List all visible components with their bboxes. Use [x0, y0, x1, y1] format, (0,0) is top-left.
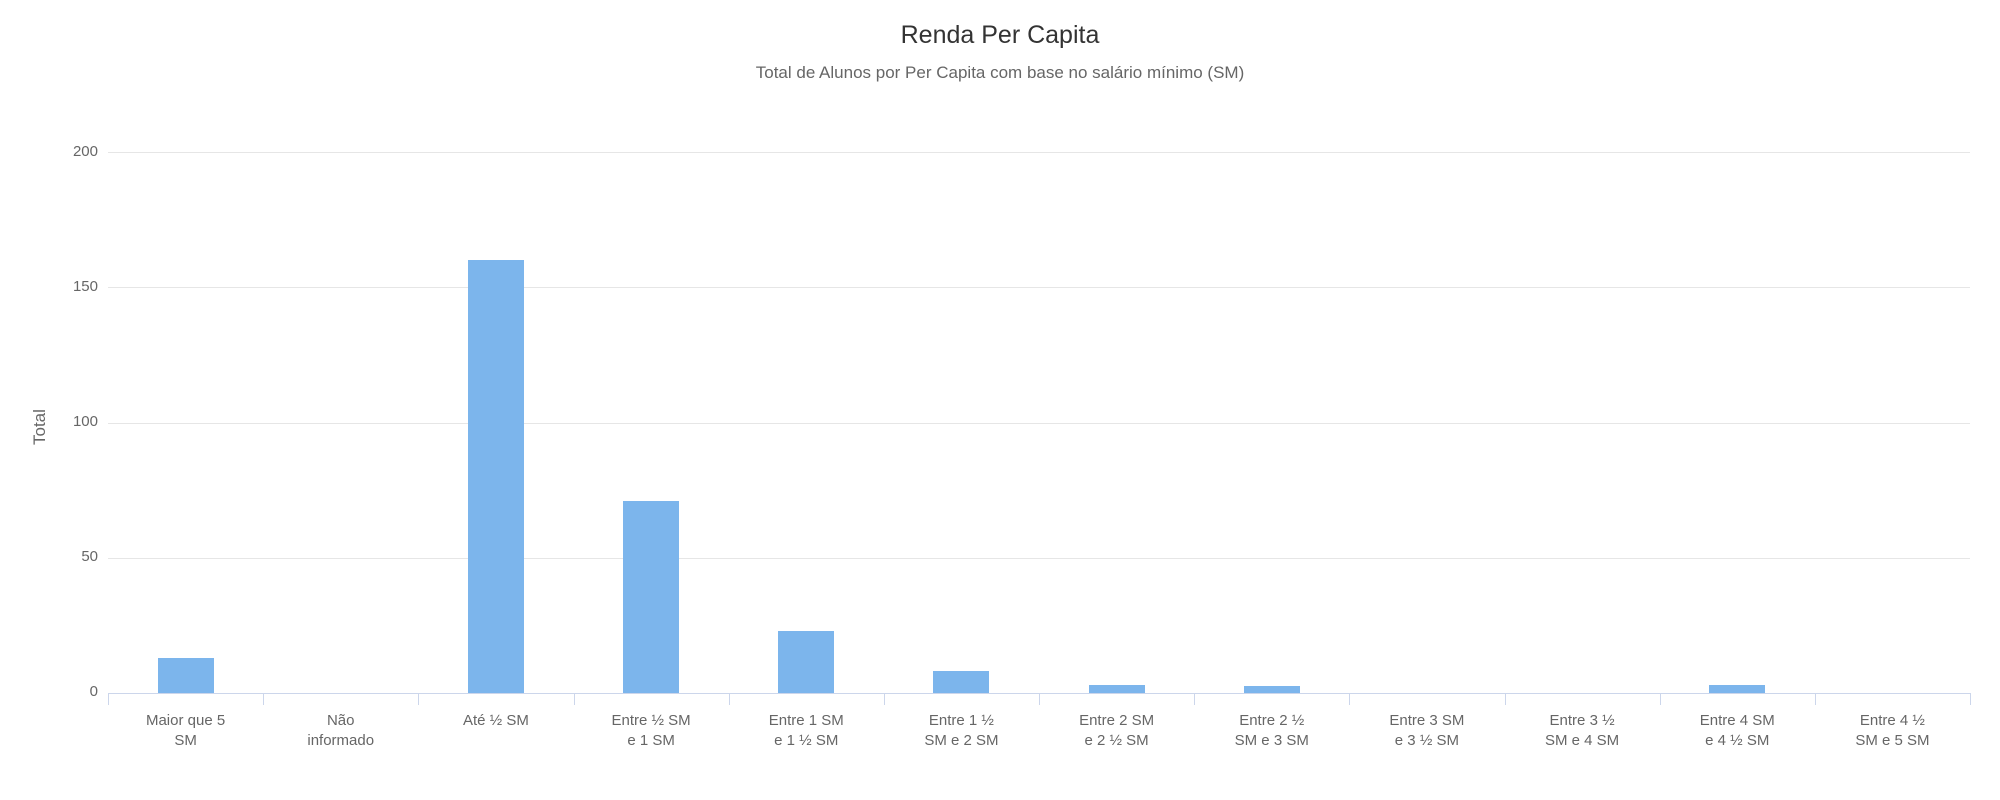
y-axis-label: Total — [30, 409, 50, 445]
x-tick — [1970, 693, 1971, 705]
x-category-label: Entre 1 SMe 1 ½ SM — [729, 711, 884, 752]
gridline — [108, 558, 1970, 559]
x-tick — [884, 693, 885, 705]
bar[interactable] — [1089, 685, 1145, 693]
x-category-label: Entre 2 ½SM e 3 SM — [1194, 711, 1349, 752]
x-tick — [1815, 693, 1816, 705]
x-category-label: Entre 1 ½SM e 2 SM — [884, 711, 1039, 752]
x-tick — [418, 693, 419, 705]
gridline — [108, 287, 1970, 288]
x-category-label: Entre 3 SMe 3 ½ SM — [1349, 711, 1504, 752]
bar[interactable] — [778, 631, 834, 693]
x-category-label: Nãoinformado — [263, 711, 418, 752]
x-tick — [263, 693, 264, 705]
chart-title: Renda Per Capita — [0, 21, 2000, 50]
bar[interactable] — [933, 671, 989, 693]
x-tick — [729, 693, 730, 705]
x-tick — [1505, 693, 1506, 705]
x-tick — [574, 693, 575, 705]
x-category-label: Entre 3 ½SM e 4 SM — [1505, 711, 1660, 752]
bar[interactable] — [1709, 685, 1765, 693]
chart-subtitle: Total de Alunos por Per Capita com base … — [0, 63, 2000, 83]
y-tick-label: 0 — [48, 683, 98, 700]
bar[interactable] — [158, 658, 214, 693]
y-tick-label: 50 — [48, 548, 98, 565]
y-tick-label: 200 — [48, 143, 98, 160]
y-tick-label: 150 — [48, 278, 98, 295]
bar[interactable] — [1244, 686, 1300, 693]
x-category-label: Entre 4 SMe 4 ½ SM — [1660, 711, 1815, 752]
x-tick — [1039, 693, 1040, 705]
bar[interactable] — [468, 260, 524, 693]
x-category-label: Entre ½ SMe 1 SM — [574, 711, 729, 752]
x-tick — [108, 693, 109, 705]
x-category-label: Entre 2 SMe 2 ½ SM — [1039, 711, 1194, 752]
x-tick — [1660, 693, 1661, 705]
x-tick — [1349, 693, 1350, 705]
y-tick-label: 100 — [48, 413, 98, 430]
gridline — [108, 152, 1970, 153]
x-category-label: Até ½ SM — [418, 711, 573, 731]
bar[interactable] — [623, 501, 679, 693]
x-tick — [1194, 693, 1195, 705]
x-category-label: Entre 4 ½SM e 5 SM — [1815, 711, 1970, 752]
income-chart: Renda Per Capita Total de Alunos por Per… — [0, 0, 2000, 800]
x-category-label: Maior que 5SM — [108, 711, 263, 752]
gridline — [108, 423, 1970, 424]
